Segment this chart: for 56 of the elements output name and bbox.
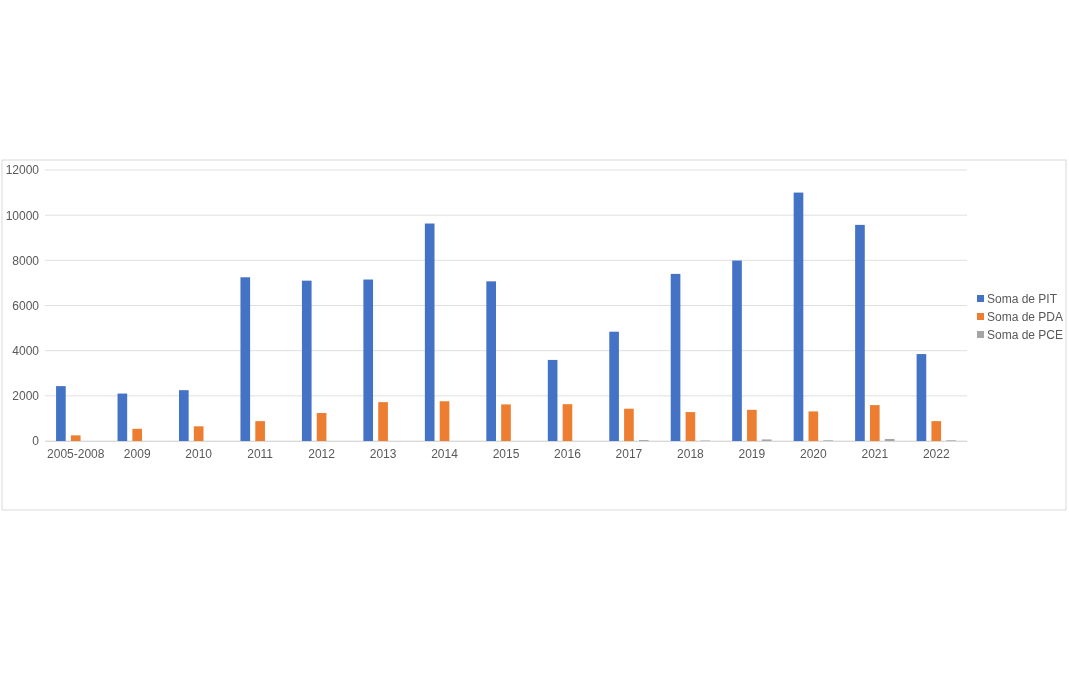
legend-label: Soma de PIT [987,292,1058,306]
y-tick-label: 4000 [12,344,40,359]
x-tick-label: 2009 [123,446,151,461]
bar [56,386,66,441]
bar [363,279,374,441]
y-tick-label: 0 [32,434,40,449]
y-tick-label: 10000 [5,208,40,223]
bar [931,421,942,441]
bar [486,281,496,441]
x-tick-label: 2022 [922,446,950,461]
bar [501,404,511,441]
bar [884,438,895,441]
bar [732,260,742,441]
bar [808,411,819,441]
bar [70,435,81,441]
x-tick-label: 2010 [185,446,213,461]
x-tick-label: 2014 [431,446,459,461]
x-tick-label: 2005-2008 [47,446,105,461]
bar [117,393,128,441]
y-tick-label: 6000 [12,298,40,313]
bar [685,412,696,441]
x-tick-label: 2016 [554,446,582,461]
bar [301,280,312,441]
bar [193,426,204,441]
x-tick-label: 2018 [677,446,705,461]
bar [869,405,880,441]
bar [855,224,865,441]
y-tick-label: 8000 [12,253,40,268]
x-tick-label: 2012 [308,446,336,461]
bar [424,223,435,441]
y-tick-label: 12000 [5,163,40,178]
bar [562,404,573,441]
bar [747,409,757,441]
x-tick-label: 2020 [799,446,827,461]
bar [255,421,265,441]
bar [316,413,327,441]
bar [378,402,388,441]
bar [793,192,804,441]
x-tick-label: 2019 [738,446,766,461]
x-tick-label: 2015 [492,446,520,461]
bar [609,331,619,441]
bar [547,359,558,441]
x-tick-label: 2013 [369,446,397,461]
bar [624,408,634,441]
bar [179,390,189,441]
bar [439,401,450,441]
x-tick-label: 2011 [247,446,274,461]
y-tick-label: 2000 [12,389,40,404]
x-tick-label: 2017 [615,446,643,461]
x-tick-label: 2021 [861,446,889,461]
bar [670,273,681,441]
bar [916,354,927,441]
legend-label: Soma de PCE [987,328,1064,342]
bar [240,277,251,441]
legend-label: Soma de PDA [987,310,1064,324]
bar [132,428,143,441]
